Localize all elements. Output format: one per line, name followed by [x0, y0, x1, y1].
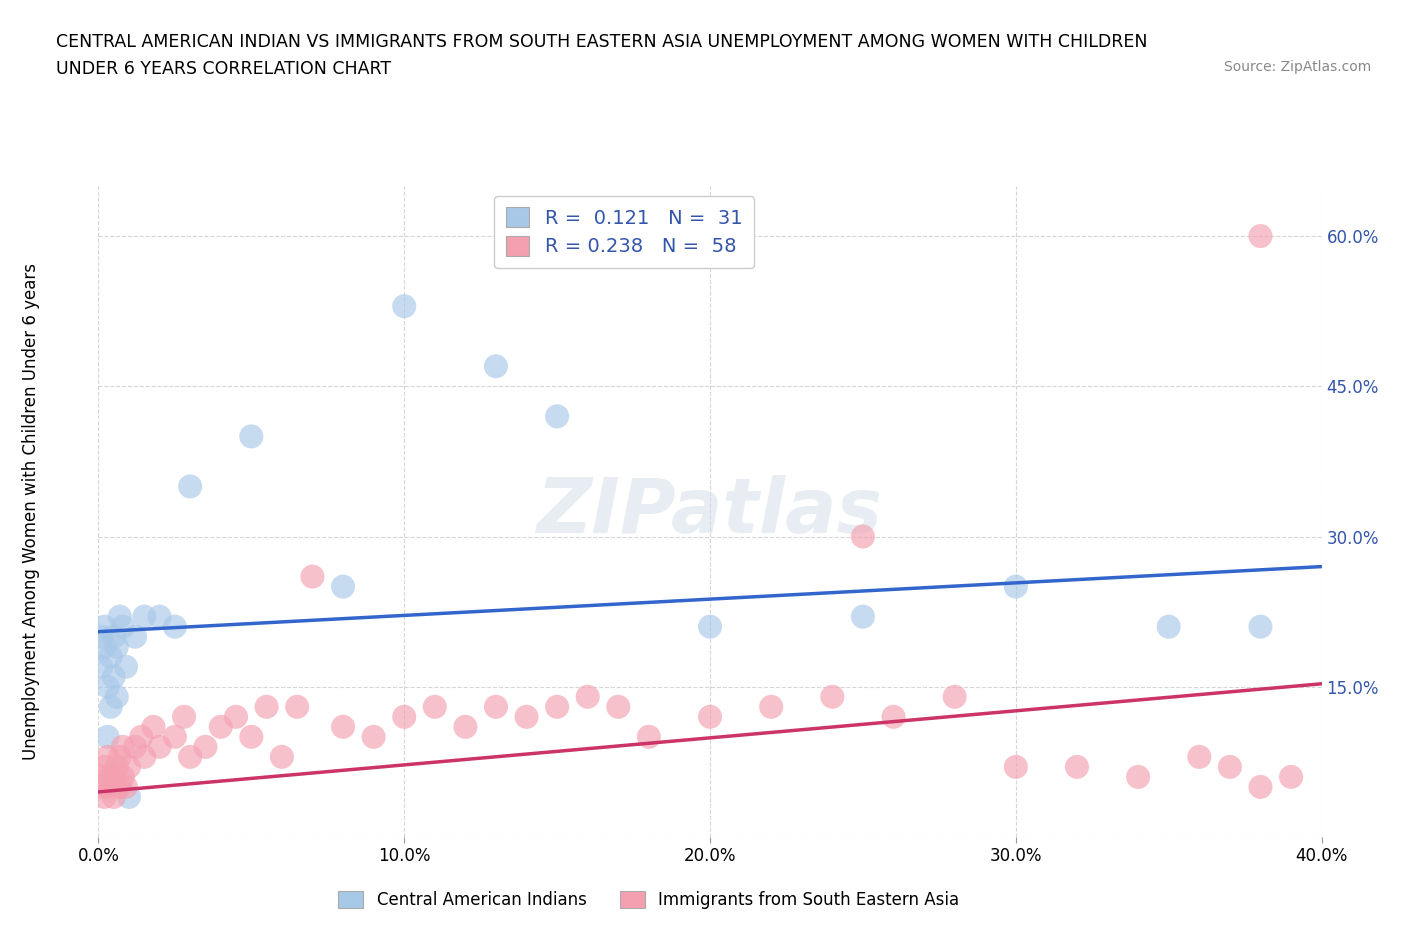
Point [163, 729, 186, 744]
Text: Source: ZipAtlas.com: Source: ZipAtlas.com [1223, 60, 1371, 74]
Point [392, 710, 416, 724]
Point [111, 619, 134, 634]
Point [179, 479, 201, 494]
Point [821, 689, 844, 704]
Point [576, 689, 599, 704]
Point [516, 710, 538, 724]
Point [124, 739, 146, 754]
Text: ZIPatlas: ZIPatlas [537, 474, 883, 549]
Point [423, 699, 446, 714]
Point [105, 760, 128, 775]
Point [142, 720, 165, 735]
Point [100, 649, 122, 664]
Point [943, 689, 966, 704]
Point [699, 710, 721, 724]
Point [852, 609, 875, 624]
Point [93, 619, 115, 634]
Point [100, 769, 122, 784]
Point [546, 409, 568, 424]
Legend: Central American Indians, Immigrants from South Eastern Asia: Central American Indians, Immigrants fro… [332, 884, 966, 916]
Point [392, 299, 416, 313]
Point [179, 750, 201, 764]
Point [332, 720, 354, 735]
Point [97, 679, 120, 694]
Point [637, 729, 661, 744]
Point [1219, 760, 1241, 775]
Point [103, 769, 125, 784]
Point [225, 710, 247, 724]
Point [883, 710, 905, 724]
Point [173, 710, 195, 724]
Point [285, 699, 308, 714]
Point [90, 630, 112, 644]
Point [149, 609, 172, 624]
Point [118, 790, 141, 804]
Point [546, 699, 568, 714]
Point [108, 750, 131, 764]
Point [118, 760, 141, 775]
Point [607, 699, 630, 714]
Point [759, 699, 782, 714]
Point [485, 359, 508, 374]
Point [852, 529, 875, 544]
Text: CENTRAL AMERICAN INDIAN VS IMMIGRANTS FROM SOUTH EASTERN ASIA UNEMPLOYMENT AMONG: CENTRAL AMERICAN INDIAN VS IMMIGRANTS FR… [56, 33, 1147, 50]
Point [115, 659, 138, 674]
Point [105, 779, 128, 794]
Point [363, 729, 385, 744]
Point [1004, 760, 1026, 775]
Point [1157, 619, 1180, 634]
Point [1249, 229, 1271, 244]
Point [256, 699, 278, 714]
Point [1279, 769, 1302, 784]
Point [111, 769, 134, 784]
Point [485, 699, 508, 714]
Point [111, 739, 134, 754]
Point [149, 739, 172, 754]
Point [134, 750, 156, 764]
Point [105, 689, 128, 704]
Point [270, 750, 292, 764]
Text: Unemployment Among Women with Children Under 6 years: Unemployment Among Women with Children U… [22, 263, 39, 760]
Point [1249, 779, 1271, 794]
Point [93, 790, 115, 804]
Point [240, 429, 263, 444]
Point [100, 699, 122, 714]
Point [454, 720, 477, 735]
Point [103, 790, 125, 804]
Point [1188, 750, 1211, 764]
Point [240, 729, 263, 744]
Point [115, 779, 138, 794]
Point [699, 619, 721, 634]
Point [97, 779, 120, 794]
Point [1128, 769, 1150, 784]
Point [90, 659, 112, 674]
Point [129, 729, 152, 744]
Point [209, 720, 232, 735]
Point [108, 609, 131, 624]
Point [97, 750, 120, 764]
Point [90, 769, 112, 784]
Point [103, 670, 125, 684]
Point [93, 639, 115, 654]
Text: UNDER 6 YEARS CORRELATION CHART: UNDER 6 YEARS CORRELATION CHART [56, 60, 391, 78]
Point [124, 630, 146, 644]
Point [1249, 619, 1271, 634]
Point [108, 779, 131, 794]
Point [301, 569, 323, 584]
Point [97, 729, 120, 744]
Point [103, 630, 125, 644]
Point [134, 609, 156, 624]
Point [1066, 760, 1088, 775]
Point [105, 639, 128, 654]
Point [1004, 579, 1026, 594]
Point [90, 779, 112, 794]
Point [93, 760, 115, 775]
Point [194, 739, 217, 754]
Point [163, 619, 186, 634]
Point [332, 579, 354, 594]
